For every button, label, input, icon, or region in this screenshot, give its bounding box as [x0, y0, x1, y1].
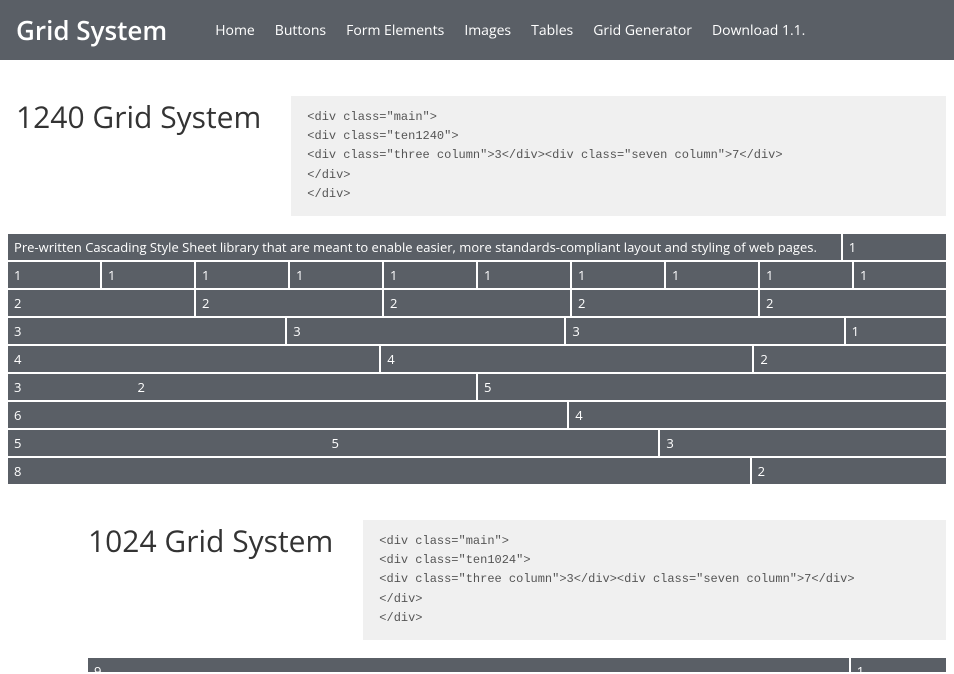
grid-cell: 3: [566, 318, 843, 344]
grid-cell: 1: [290, 262, 382, 288]
navbar: Grid System Home Buttons Form Elements I…: [0, 0, 954, 60]
grid-cell: 1: [572, 262, 664, 288]
grid-row: 442: [8, 346, 946, 372]
grid-cell: 3: [8, 318, 285, 344]
section-1024-header: 1024 Grid System <div class="main"> <div…: [0, 520, 954, 640]
grid-row: 82: [8, 458, 946, 484]
nav-link-download[interactable]: Download 1.1.: [712, 21, 805, 40]
nav-link-images[interactable]: Images: [464, 21, 511, 40]
grid-cell: Pre-written Cascading Style Sheet librar…: [8, 234, 841, 260]
nav-link-form-elements[interactable]: Form Elements: [346, 21, 444, 40]
grid-cell: 1: [384, 262, 476, 288]
grid-cell: 1: [851, 658, 946, 672]
section-1240: 1240 Grid System <div class="main"> <div…: [0, 96, 954, 484]
grid-cell: 3: [660, 430, 946, 456]
grid-row: 64: [8, 402, 946, 428]
grid-cell: 1: [666, 262, 758, 288]
grid-row: Pre-written Cascading Style Sheet librar…: [8, 234, 946, 260]
grid-cell: 2: [754, 346, 946, 372]
nav-link-tables[interactable]: Tables: [531, 21, 573, 40]
grid-cell: 2: [196, 290, 382, 316]
grid-cell: 4: [381, 346, 752, 372]
grid-cell: 2: [752, 458, 946, 484]
grid-row: 3331: [8, 318, 946, 344]
grid-cell: 1: [846, 318, 946, 344]
grid-cell: 1: [843, 234, 946, 260]
grid-cell: 5: [478, 374, 946, 400]
navbar-brand[interactable]: Grid System: [16, 12, 167, 48]
section-1240-title: 1240 Grid System: [0, 96, 261, 137]
grid-cell: 2: [760, 290, 946, 316]
nav-link-home[interactable]: Home: [215, 21, 255, 40]
code-block-1240: <div class="main"> <div class="ten1240">…: [291, 96, 946, 216]
grid-cell: 1: [478, 262, 570, 288]
grid-1024: 91: [0, 658, 954, 672]
grid-cell: 3: [287, 318, 564, 344]
grid-cell: 1: [196, 262, 288, 288]
grid-cell: 2: [384, 290, 570, 316]
grid-cell: 4: [569, 402, 946, 428]
grid-cell: 9: [88, 658, 849, 672]
nav-link-buttons[interactable]: Buttons: [275, 21, 326, 40]
grid-row: 1111111111: [8, 262, 946, 288]
section-1240-header: 1240 Grid System <div class="main"> <div…: [0, 96, 954, 216]
grid-cell: 4: [8, 346, 379, 372]
grid-cell: 8: [8, 458, 750, 484]
grid-row: 91: [88, 658, 946, 672]
grid-cell: 1: [102, 262, 194, 288]
grid-cell: 1: [8, 262, 100, 288]
grid-cell: 2: [572, 290, 758, 316]
grid-cell: 55: [8, 430, 658, 456]
grid-cell: 1: [854, 262, 946, 288]
grid-1240: Pre-written Cascading Style Sheet librar…: [0, 234, 954, 484]
grid-row: 22222: [8, 290, 946, 316]
section-1024: 1024 Grid System <div class="main"> <div…: [0, 520, 954, 672]
grid-cell: 32: [8, 374, 476, 400]
section-1024-title: 1024 Grid System: [0, 520, 333, 561]
grid-cell: 2: [8, 290, 194, 316]
navbar-links: Home Buttons Form Elements Images Tables…: [215, 21, 805, 40]
grid-row: 325: [8, 374, 946, 400]
grid-row: 553: [8, 430, 946, 456]
grid-cell: 1: [760, 262, 852, 288]
nav-link-grid-generator[interactable]: Grid Generator: [593, 21, 692, 40]
grid-cell: 6: [8, 402, 567, 428]
code-block-1024: <div class="main"> <div class="ten1024">…: [363, 520, 946, 640]
